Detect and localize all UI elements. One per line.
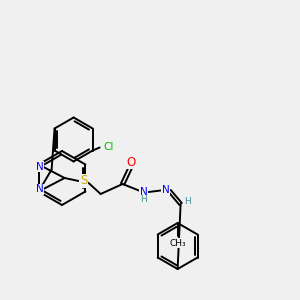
Text: Cl: Cl	[103, 142, 114, 152]
Text: N: N	[36, 161, 43, 172]
Text: N: N	[36, 184, 43, 194]
Text: CH₃: CH₃	[169, 238, 186, 247]
Text: O: O	[126, 155, 135, 169]
Text: H: H	[184, 196, 191, 206]
Text: N: N	[140, 187, 148, 197]
Text: N: N	[162, 185, 170, 195]
Text: S: S	[80, 175, 87, 188]
Text: H: H	[140, 196, 147, 205]
